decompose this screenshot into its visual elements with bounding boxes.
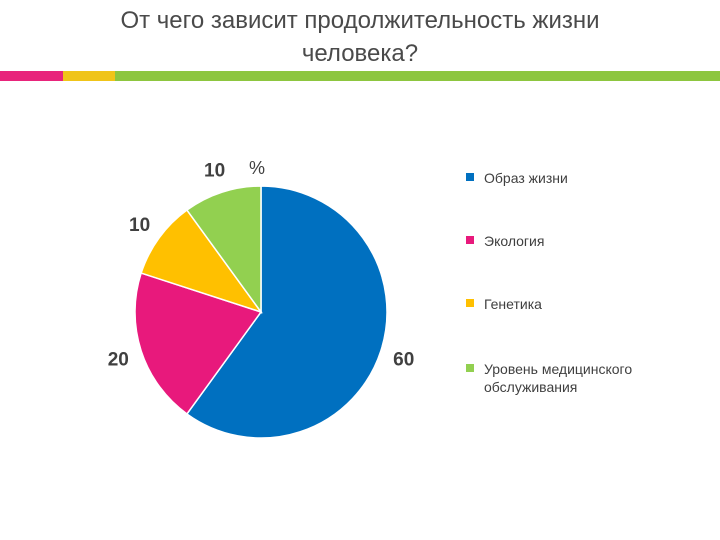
data-label-healthcare: 10 (204, 160, 225, 181)
data-label-lifestyle: 60 (393, 349, 414, 370)
unit-label: % (249, 158, 265, 178)
legend-swatch-lifestyle (466, 173, 474, 181)
legend-label-ecology: Экология (484, 233, 544, 249)
legend-label-lifestyle: Образ жизни (484, 170, 568, 186)
page-title-line-2: человека? (301, 40, 419, 67)
chart-legend: Образ жизни Экология Генетика Уровень медиц… (466, 170, 632, 395)
pie-slice-genetics (140, 209, 263, 314)
page-title-line-1: От чего зависит продолжительность жизни (120, 7, 600, 34)
pie-slices (134, 185, 388, 439)
accent-stripe-green (115, 71, 720, 81)
pie-slice-healthcare (185, 185, 262, 315)
pie-slice-lifestyle (185, 185, 388, 439)
legend-swatch-healthcare (466, 364, 474, 372)
pie-slice-ecology (134, 272, 263, 415)
accent-stripe-pink (0, 71, 63, 81)
legend-label-genetics: Генетика (484, 296, 542, 312)
legend-label-healthcare: Уровень медицинского обслуживания (484, 361, 632, 395)
accent-stripe-yellow (63, 71, 115, 81)
page-title: От чего зависит продолжительность жизни … (0, 4, 720, 70)
data-labels: 60 20 10 10 (108, 160, 415, 370)
legend-swatch-genetics (466, 299, 474, 307)
data-label-ecology: 20 (108, 349, 129, 370)
legend-swatch-ecology (466, 236, 474, 244)
data-label-genetics: 10 (129, 215, 150, 236)
